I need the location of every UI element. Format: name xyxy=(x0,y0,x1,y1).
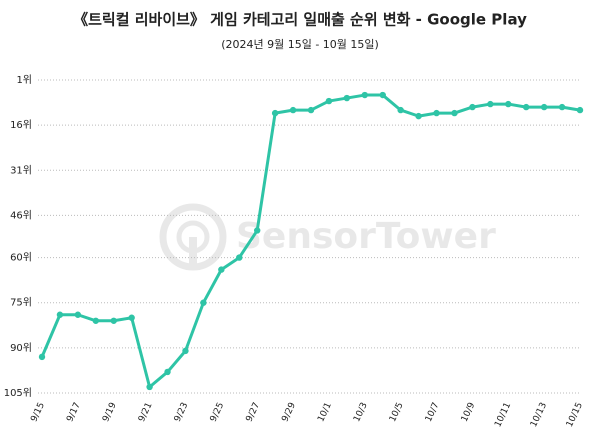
x-tick-label: 10/1 xyxy=(316,401,334,424)
point xyxy=(182,347,189,355)
watermark-logo xyxy=(159,203,227,271)
x-tick-label: 10/15 xyxy=(565,401,585,429)
x-tick-label: 9/21 xyxy=(137,401,155,424)
y-tick-label: 105위 xyxy=(4,386,32,399)
x-tick-label: 9/17 xyxy=(65,401,83,424)
point xyxy=(487,100,494,108)
point xyxy=(110,317,117,324)
point xyxy=(343,94,351,102)
x-tick-label: 10/7 xyxy=(424,401,442,424)
x-tick-label: 9/15 xyxy=(29,401,47,424)
x-tick-label: 10/9 xyxy=(460,401,478,424)
y-tick-label: 16위 xyxy=(10,118,32,131)
point xyxy=(164,368,171,376)
point xyxy=(289,106,297,114)
point xyxy=(451,109,458,117)
chart-title: 《트릭컬 리바이브》 게임 카테고리 일매출 순위 변화 - Google Pl… xyxy=(73,11,527,29)
point xyxy=(325,97,333,105)
point xyxy=(128,314,135,321)
x-tick-label: 9/29 xyxy=(280,401,298,424)
point xyxy=(218,266,225,273)
x-tick-label: 9/19 xyxy=(101,401,119,424)
y-tick-label: 31위 xyxy=(10,163,32,176)
x-tick-label: 10/3 xyxy=(352,401,370,424)
point xyxy=(576,106,584,114)
point xyxy=(540,103,548,111)
point xyxy=(271,109,279,117)
y-tick-label: 1위 xyxy=(16,73,32,86)
point xyxy=(307,106,315,114)
chart-subtitle: (2024년 9월 15일 - 10월 15일) xyxy=(221,37,379,51)
point xyxy=(558,103,566,111)
point xyxy=(146,383,153,391)
point xyxy=(38,353,46,361)
point xyxy=(56,311,64,318)
point xyxy=(397,106,404,114)
point xyxy=(92,317,100,324)
point xyxy=(200,299,207,306)
x-tick-label: 10/13 xyxy=(529,401,549,429)
point xyxy=(254,227,261,234)
point xyxy=(415,112,422,120)
point xyxy=(74,311,82,318)
watermark: SensorTower xyxy=(236,216,496,257)
x-tick-label: 9/23 xyxy=(173,401,191,424)
point xyxy=(469,103,476,111)
point xyxy=(361,91,368,99)
y-tick-label: 46위 xyxy=(10,208,32,221)
point xyxy=(379,91,386,99)
point xyxy=(236,254,243,261)
point xyxy=(505,100,512,108)
point xyxy=(433,109,440,117)
y-tick-label: 60위 xyxy=(10,251,32,264)
x-tick-label: 10/5 xyxy=(388,401,406,424)
y-tick-label: 75위 xyxy=(10,296,32,309)
x-tick-label: 10/11 xyxy=(493,401,513,429)
x-tick-label: 9/27 xyxy=(245,401,263,424)
x-tick-label: 9/25 xyxy=(209,401,227,424)
y-tick-label: 90위 xyxy=(10,341,32,354)
point xyxy=(523,103,530,111)
